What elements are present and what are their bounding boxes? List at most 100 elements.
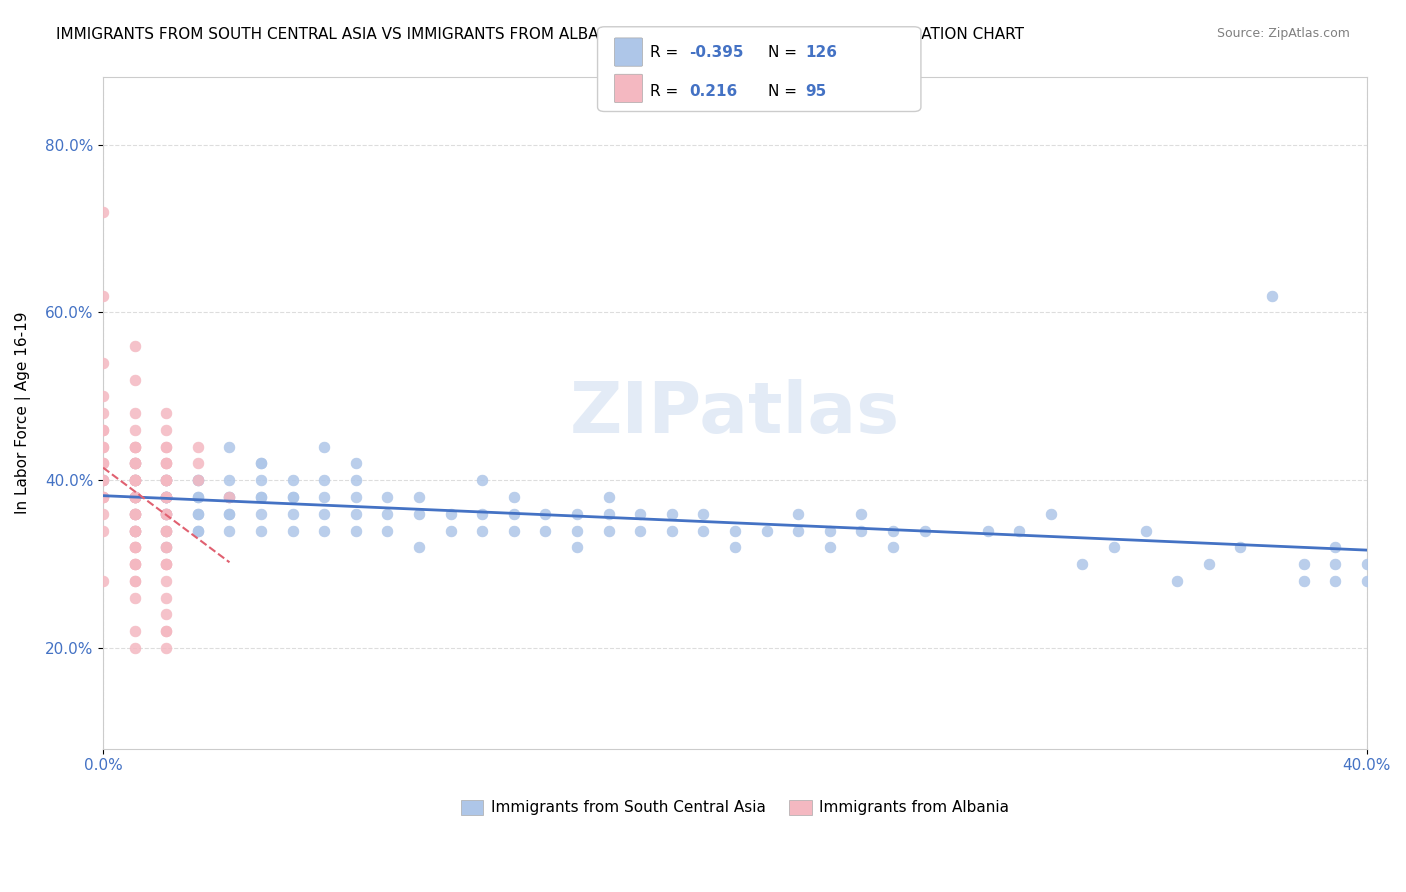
Point [281, 490, 304, 504]
Point [124, 624, 146, 639]
Point [91, 473, 114, 487]
Point [250, 457, 273, 471]
Point [187, 507, 209, 521]
Point [155, 574, 177, 588]
Point [91, 423, 114, 437]
Point [1324, 541, 1347, 555]
Point [598, 524, 620, 538]
Point [124, 406, 146, 420]
Point [124, 557, 146, 571]
Point [440, 507, 463, 521]
Point [124, 541, 146, 555]
Point [250, 457, 273, 471]
Point [250, 507, 273, 521]
Point [124, 457, 146, 471]
Point [1292, 574, 1315, 588]
Point [124, 473, 146, 487]
Point [250, 490, 273, 504]
Text: IMMIGRANTS FROM SOUTH CENTRAL ASIA VS IMMIGRANTS FROM ALBANIA IN LABOR FORCE | A: IMMIGRANTS FROM SOUTH CENTRAL ASIA VS IM… [56, 27, 1024, 43]
Point [882, 524, 904, 538]
Point [91, 440, 114, 454]
Point [187, 507, 209, 521]
Point [724, 541, 747, 555]
Text: 95: 95 [806, 85, 827, 99]
Point [155, 457, 177, 471]
Point [155, 557, 177, 571]
Point [155, 640, 177, 655]
Point [377, 524, 399, 538]
Text: -0.395: -0.395 [689, 45, 744, 60]
Point [281, 524, 304, 538]
Point [1008, 524, 1031, 538]
Point [1039, 507, 1062, 521]
Point [124, 591, 146, 605]
Point [692, 507, 714, 521]
Point [124, 541, 146, 555]
Point [471, 473, 494, 487]
Point [124, 457, 146, 471]
Point [155, 624, 177, 639]
Point [155, 524, 177, 538]
Point [91, 490, 114, 504]
Point [155, 490, 177, 504]
Point [661, 524, 683, 538]
Point [914, 524, 936, 538]
Point [155, 457, 177, 471]
Point [787, 507, 810, 521]
Point [91, 507, 114, 521]
Point [344, 524, 367, 538]
Point [155, 423, 177, 437]
Point [408, 541, 430, 555]
Point [1102, 541, 1125, 555]
Point [218, 440, 240, 454]
Point [565, 524, 588, 538]
Point [155, 541, 177, 555]
Point [187, 473, 209, 487]
Point [124, 423, 146, 437]
Point [440, 524, 463, 538]
Point [124, 557, 146, 571]
Text: R =: R = [650, 45, 683, 60]
Point [155, 524, 177, 538]
Point [155, 490, 177, 504]
Point [1135, 524, 1157, 538]
Point [124, 473, 146, 487]
Point [314, 440, 336, 454]
Point [124, 457, 146, 471]
Point [314, 524, 336, 538]
Point [218, 490, 240, 504]
Point [250, 490, 273, 504]
Point [155, 473, 177, 487]
Point [344, 490, 367, 504]
Point [155, 607, 177, 622]
Point [155, 557, 177, 571]
Text: R =: R = [650, 85, 683, 99]
Point [124, 490, 146, 504]
Point [91, 490, 114, 504]
Point [408, 507, 430, 521]
Point [692, 524, 714, 538]
Point [155, 490, 177, 504]
Point [155, 406, 177, 420]
Point [124, 557, 146, 571]
Point [218, 507, 240, 521]
Point [91, 440, 114, 454]
Point [124, 490, 146, 504]
Point [155, 440, 177, 454]
Point [155, 473, 177, 487]
Point [155, 490, 177, 504]
Point [124, 507, 146, 521]
Point [155, 507, 177, 521]
Point [124, 574, 146, 588]
Point [91, 389, 114, 403]
Point [91, 473, 114, 487]
Point [155, 507, 177, 521]
Point [124, 440, 146, 454]
Legend: Immigrants from South Central Asia, Immigrants from Albania: Immigrants from South Central Asia, Immi… [454, 793, 1015, 822]
Point [187, 473, 209, 487]
Text: ZIPatlas: ZIPatlas [569, 378, 900, 448]
Point [155, 473, 177, 487]
Point [91, 204, 114, 219]
Point [218, 473, 240, 487]
Point [565, 541, 588, 555]
